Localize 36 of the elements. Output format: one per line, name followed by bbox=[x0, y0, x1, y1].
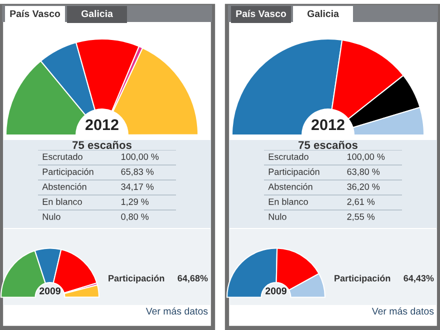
text: 2,55 % bbox=[347, 214, 375, 221]
text: País Vasco bbox=[10, 10, 60, 18]
text: Participación bbox=[334, 274, 390, 284]
text: 100,00 % bbox=[121, 154, 159, 161]
text: 64,68% bbox=[178, 275, 208, 283]
text: 65,83 % bbox=[121, 168, 154, 176]
text: 64,43% bbox=[404, 275, 434, 283]
text: 75 escaños bbox=[298, 140, 358, 149]
text: En blanco bbox=[268, 198, 308, 205]
text: Participación bbox=[42, 168, 94, 177]
text: Abstención bbox=[42, 183, 86, 190]
text: 1,29 % bbox=[121, 198, 149, 206]
text: País Vasco bbox=[236, 10, 286, 18]
text: 2009 bbox=[266, 287, 286, 294]
text: 100,00 % bbox=[347, 154, 385, 161]
text: En blanco bbox=[42, 198, 82, 205]
text: 63,80 % bbox=[347, 168, 380, 176]
text: Abstención bbox=[268, 183, 312, 190]
text: 2009 bbox=[40, 287, 60, 294]
text: 2,61 % bbox=[347, 198, 375, 206]
text: Participación bbox=[108, 274, 164, 284]
text: Escrutado bbox=[268, 153, 308, 160]
text: Galicia bbox=[81, 10, 114, 18]
text: 34,17 % bbox=[121, 184, 154, 191]
text: 2012 bbox=[312, 119, 344, 130]
text: 0,80 % bbox=[121, 214, 149, 221]
text: 2012 bbox=[86, 119, 118, 130]
text: 75 escaños bbox=[72, 140, 132, 149]
text: Participación bbox=[268, 168, 320, 177]
text: Ver más datos bbox=[146, 307, 208, 315]
text: Galicia bbox=[307, 10, 340, 18]
text: Nulo bbox=[42, 213, 60, 220]
text: Nulo bbox=[268, 213, 286, 220]
text: Ver más datos bbox=[372, 307, 434, 315]
text: 36,20 % bbox=[347, 184, 380, 191]
text: Escrutado bbox=[42, 153, 82, 160]
